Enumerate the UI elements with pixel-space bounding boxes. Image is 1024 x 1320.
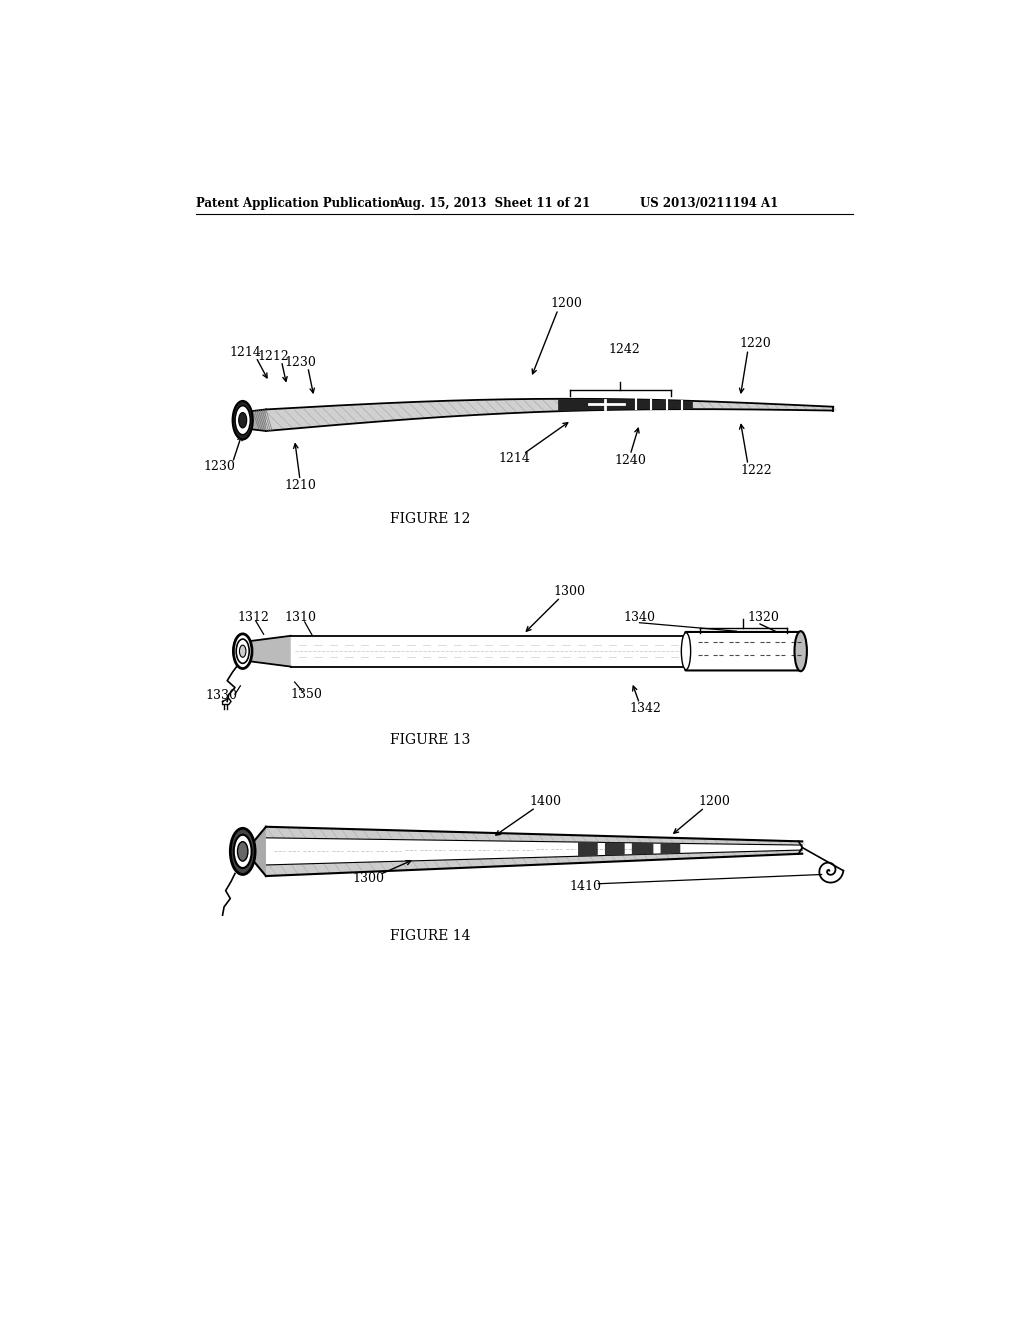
Text: FIGURE 12: FIGURE 12 (390, 512, 470, 525)
FancyBboxPatch shape (685, 632, 802, 671)
Text: 1350: 1350 (291, 688, 323, 701)
Polygon shape (255, 826, 266, 876)
Ellipse shape (240, 645, 246, 657)
Polygon shape (253, 409, 266, 430)
Text: 1342: 1342 (630, 702, 662, 714)
Text: 1320: 1320 (748, 611, 779, 624)
Ellipse shape (233, 834, 252, 869)
Text: 1230: 1230 (284, 356, 316, 370)
Text: Aug. 15, 2013  Sheet 11 of 21: Aug. 15, 2013 Sheet 11 of 21 (395, 197, 591, 210)
Text: 1340: 1340 (624, 611, 655, 624)
Polygon shape (660, 843, 680, 854)
Text: FIGURE 14: FIGURE 14 (390, 929, 470, 942)
Ellipse shape (237, 639, 249, 664)
Text: 1200: 1200 (698, 795, 730, 808)
Text: 1310: 1310 (284, 611, 316, 624)
Ellipse shape (238, 842, 248, 861)
Ellipse shape (232, 401, 253, 440)
Ellipse shape (230, 829, 255, 874)
Polygon shape (252, 636, 291, 667)
Text: 1400: 1400 (529, 795, 561, 808)
Bar (291, 636, 686, 667)
Text: 1300: 1300 (352, 871, 384, 884)
Text: 1210: 1210 (284, 479, 316, 492)
Text: 1200: 1200 (550, 297, 582, 310)
Text: 1410: 1410 (569, 879, 601, 892)
Text: 1240: 1240 (614, 454, 646, 467)
Polygon shape (632, 842, 653, 855)
Text: Patent Application Publication: Patent Application Publication (197, 197, 398, 210)
Ellipse shape (239, 412, 247, 428)
Text: 1214: 1214 (229, 346, 262, 359)
Text: 1230: 1230 (204, 459, 236, 473)
Polygon shape (578, 842, 598, 857)
Text: 1312: 1312 (238, 611, 269, 624)
Text: 1242: 1242 (608, 343, 640, 356)
Polygon shape (558, 399, 693, 412)
Text: 1222: 1222 (740, 463, 771, 477)
Text: 1212: 1212 (258, 350, 290, 363)
Text: US 2013/0211194 A1: US 2013/0211194 A1 (640, 197, 778, 210)
Polygon shape (266, 826, 802, 876)
Ellipse shape (233, 634, 252, 668)
Text: 1330: 1330 (205, 689, 237, 702)
Text: 1300: 1300 (554, 585, 586, 598)
Ellipse shape (236, 405, 250, 434)
Polygon shape (605, 842, 625, 855)
Polygon shape (266, 838, 802, 865)
Ellipse shape (795, 631, 807, 671)
Polygon shape (266, 399, 834, 430)
Text: FIGURE 13: FIGURE 13 (390, 733, 470, 747)
Text: 1220: 1220 (740, 337, 772, 350)
Text: 1214: 1214 (498, 453, 529, 465)
Ellipse shape (681, 632, 690, 669)
